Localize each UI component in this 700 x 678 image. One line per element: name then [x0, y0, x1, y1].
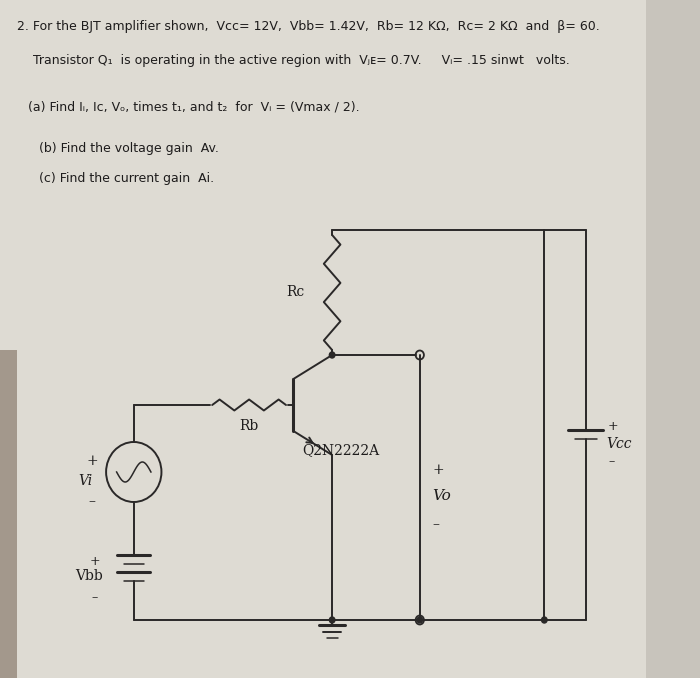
Text: +: + — [608, 420, 619, 433]
Text: (c) Find the current gain  Ai.: (c) Find the current gain Ai. — [38, 172, 214, 185]
Text: –: – — [433, 517, 440, 532]
Text: Vi: Vi — [78, 474, 93, 488]
Text: 2. For the BJT amplifier shown,  Vcc= 12V,  Vbb= 1.42V,  Rb= 12 KΩ,  Rc= 2 KΩ  a: 2. For the BJT amplifier shown, Vcc= 12V… — [17, 20, 599, 33]
Text: Rc: Rc — [286, 285, 304, 300]
Text: –: – — [92, 591, 98, 604]
Circle shape — [330, 617, 335, 623]
Bar — [0, 350, 17, 678]
Circle shape — [542, 617, 547, 623]
Text: Vo: Vo — [433, 490, 452, 504]
Text: –: – — [608, 455, 614, 468]
Text: (a) Find Iᵢ, Ic, Vₒ, times t₁, and t₂  for  Vᵢ = (Vmax / 2).: (a) Find Iᵢ, Ic, Vₒ, times t₁, and t₂ fo… — [28, 100, 359, 113]
Text: Vcc: Vcc — [606, 437, 631, 451]
Text: –: – — [89, 494, 96, 508]
Text: +: + — [433, 462, 445, 477]
Text: +: + — [86, 454, 98, 468]
Text: +: + — [90, 555, 100, 568]
Circle shape — [330, 352, 335, 358]
Text: Rb: Rb — [239, 419, 259, 433]
Text: Transistor Q₁  is operating in the active region with  Vⱼᴇ= 0.7V.     Vᵢ= .15 si: Transistor Q₁ is operating in the active… — [17, 54, 569, 67]
Text: Vbb: Vbb — [76, 569, 104, 583]
Text: (b) Find the voltage gain  Av.: (b) Find the voltage gain Av. — [38, 142, 218, 155]
Circle shape — [417, 617, 423, 623]
Text: Q2N2222A: Q2N2222A — [302, 443, 379, 457]
